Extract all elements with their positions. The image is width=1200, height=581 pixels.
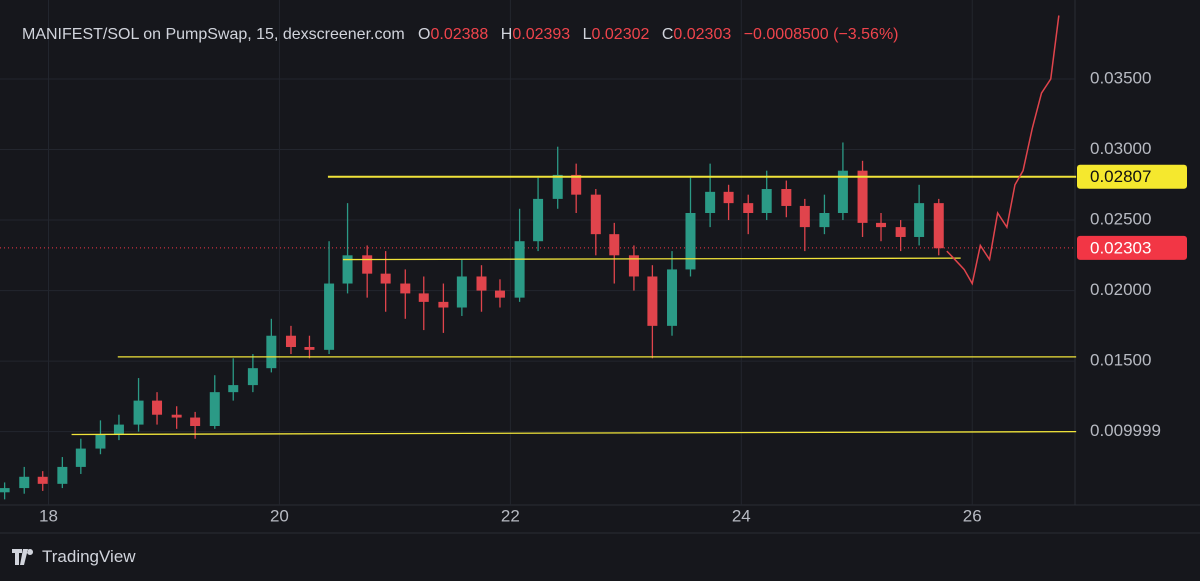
candle-body	[209, 392, 220, 427]
candle-body	[456, 276, 467, 308]
candle-body	[95, 434, 106, 449]
candle-body	[819, 213, 830, 228]
symbol-title: MANIFEST/SOL on PumpSwap, 15, dexscreene…	[22, 26, 405, 43]
candle-body	[285, 335, 296, 348]
price-tag-label: 0.02807	[1090, 167, 1151, 186]
candle-body	[571, 174, 582, 195]
candle-body	[438, 301, 449, 308]
y-tick-label: 0.03500	[1090, 68, 1151, 87]
candle-body	[494, 290, 505, 298]
trendline	[71, 430, 1077, 436]
candle-body	[152, 400, 163, 415]
candle-body	[133, 400, 144, 425]
candle-body	[895, 227, 906, 237]
projection-line	[946, 15, 1060, 286]
candle-body	[628, 255, 639, 277]
candle-body	[590, 194, 601, 235]
low-label: L	[582, 26, 592, 43]
x-tick-label: 24	[732, 506, 751, 525]
candle-body	[418, 293, 429, 302]
candle-body	[19, 476, 30, 489]
brand-logo	[12, 549, 34, 565]
candle-body	[324, 283, 335, 350]
close-value: 0.02303	[673, 26, 732, 43]
candle-body	[247, 368, 258, 386]
candle-body	[476, 276, 487, 291]
candle-body	[761, 189, 772, 214]
candle-body	[667, 269, 678, 326]
price-tag	[1077, 235, 1187, 260]
y-tick-label: 0.009999	[1090, 421, 1161, 440]
brand-name: TradingView	[42, 547, 136, 566]
candle-body	[171, 414, 182, 418]
candle-body	[0, 488, 10, 493]
candle-body	[533, 198, 544, 242]
candle-body	[342, 255, 353, 284]
candle-body	[75, 448, 86, 467]
candle-body	[933, 203, 944, 249]
candle-body	[685, 213, 696, 270]
x-tick-label: 20	[270, 506, 289, 525]
x-tick-label: 18	[39, 506, 58, 525]
high-value: 0.02393	[512, 26, 571, 43]
candle-body	[190, 417, 201, 427]
y-tick-label: 0.02500	[1090, 210, 1151, 229]
candle-body	[380, 273, 391, 284]
candle-body	[914, 203, 925, 237]
candle-body	[552, 174, 563, 199]
candle-body	[514, 241, 525, 298]
candle-body	[857, 170, 868, 223]
candle-body	[647, 276, 658, 326]
change-value: −0.0008500 (−3.56%)	[743, 26, 899, 43]
x-tick-label: 26	[963, 506, 982, 525]
candle-body	[723, 191, 734, 204]
candle-body	[743, 203, 754, 214]
candle-body	[228, 385, 239, 393]
candle-body	[799, 205, 810, 228]
candle-body	[400, 283, 411, 294]
x-tick-label: 22	[501, 506, 520, 525]
candle-body	[113, 424, 124, 435]
open-label: O	[418, 26, 431, 43]
candle-body	[57, 466, 68, 484]
price-tag-label: 0.02303	[1090, 238, 1151, 257]
candle-body	[705, 191, 716, 214]
price-tag	[1077, 164, 1187, 189]
low-value: 0.02302	[591, 26, 650, 43]
candle-body	[37, 476, 48, 484]
candle-body	[837, 170, 848, 214]
y-tick-label: 0.01500	[1090, 351, 1151, 370]
candle-body	[304, 347, 315, 350]
legend: MANIFEST/SOL on PumpSwap, 15, dexscreene…	[22, 26, 907, 44]
candle-body	[876, 222, 887, 228]
y-tick-label: 0.02000	[1090, 280, 1151, 299]
candle-body	[781, 189, 792, 206]
footer: TradingView	[12, 547, 136, 567]
trendline	[342, 257, 961, 261]
close-label: C	[661, 26, 674, 43]
candle-body	[362, 255, 373, 274]
candle-body	[266, 335, 277, 369]
high-label: H	[500, 26, 513, 43]
y-tick-label: 0.03000	[1090, 139, 1151, 158]
candle-body	[609, 234, 620, 256]
open-value: 0.02388	[430, 26, 489, 43]
